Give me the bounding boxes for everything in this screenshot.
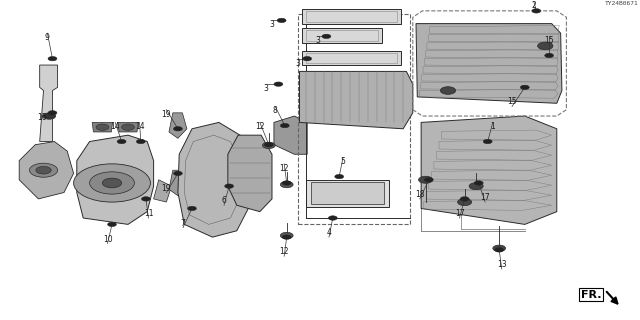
Text: 18: 18 (415, 190, 424, 199)
Text: 1: 1 (490, 123, 495, 132)
Bar (302, 28, 382, 43)
Circle shape (282, 181, 291, 185)
Circle shape (225, 184, 234, 188)
Bar (306, 180, 389, 207)
Circle shape (280, 181, 293, 188)
Text: 3: 3 (269, 20, 275, 29)
Text: 8: 8 (273, 107, 278, 116)
Circle shape (262, 142, 275, 148)
Circle shape (280, 232, 293, 239)
Circle shape (48, 56, 57, 61)
Bar (302, 51, 401, 65)
Circle shape (322, 34, 331, 39)
Bar (306, 30, 378, 41)
Circle shape (36, 166, 51, 174)
Circle shape (303, 56, 312, 61)
Circle shape (335, 174, 344, 179)
Circle shape (520, 85, 529, 90)
Text: 4: 4 (326, 228, 332, 237)
Text: 15: 15 (507, 98, 517, 107)
Circle shape (173, 171, 182, 176)
Text: 2: 2 (531, 1, 536, 10)
Circle shape (173, 126, 182, 131)
Polygon shape (40, 65, 58, 141)
Text: 3: 3 (264, 84, 269, 93)
Polygon shape (274, 116, 307, 154)
Circle shape (90, 172, 134, 194)
Circle shape (280, 124, 289, 128)
Circle shape (460, 197, 469, 201)
Circle shape (545, 53, 554, 58)
Polygon shape (416, 24, 562, 103)
Text: 10: 10 (102, 235, 113, 244)
Circle shape (532, 9, 541, 13)
Circle shape (419, 176, 433, 183)
Text: 11: 11 (144, 209, 153, 218)
Text: 14: 14 (134, 123, 145, 132)
Circle shape (282, 235, 291, 239)
Circle shape (96, 124, 109, 130)
Circle shape (274, 82, 283, 86)
Polygon shape (421, 116, 557, 224)
Text: 17: 17 (480, 193, 490, 202)
Polygon shape (118, 123, 138, 132)
Circle shape (102, 178, 122, 188)
Circle shape (117, 139, 126, 144)
Circle shape (424, 178, 433, 182)
Circle shape (328, 216, 337, 220)
Bar (306, 52, 397, 63)
Circle shape (469, 183, 483, 190)
Circle shape (29, 163, 58, 177)
Circle shape (493, 245, 506, 252)
Circle shape (43, 113, 56, 119)
Polygon shape (19, 141, 74, 199)
Text: 7: 7 (180, 219, 186, 228)
Bar (302, 9, 401, 24)
Circle shape (188, 206, 196, 211)
Text: 3: 3 (315, 36, 320, 45)
Text: 17: 17 (454, 209, 465, 218)
Text: 3: 3 (295, 59, 300, 68)
Bar (311, 182, 384, 204)
Circle shape (74, 164, 150, 202)
Circle shape (136, 139, 145, 144)
Circle shape (122, 124, 134, 130)
Circle shape (474, 181, 483, 185)
Text: 13: 13 (497, 260, 507, 269)
Text: 14: 14 (110, 123, 120, 132)
Circle shape (458, 199, 472, 205)
Text: 12: 12 (280, 247, 289, 256)
Text: FR.: FR. (581, 290, 602, 300)
Polygon shape (169, 113, 187, 138)
Circle shape (538, 42, 553, 50)
Text: 16: 16 (36, 113, 47, 122)
Circle shape (495, 248, 504, 252)
Polygon shape (77, 135, 154, 224)
Polygon shape (228, 135, 272, 212)
Circle shape (48, 111, 57, 115)
Circle shape (277, 18, 286, 23)
Text: 12: 12 (280, 164, 289, 173)
Circle shape (264, 142, 273, 147)
Polygon shape (154, 180, 172, 202)
Polygon shape (92, 123, 113, 132)
Text: 12: 12 (255, 123, 264, 132)
Text: 9: 9 (45, 33, 50, 42)
Circle shape (141, 197, 150, 201)
Polygon shape (178, 123, 250, 237)
Text: 5: 5 (340, 157, 346, 166)
Polygon shape (169, 170, 187, 196)
Text: 6: 6 (221, 196, 227, 205)
Circle shape (108, 222, 116, 227)
Circle shape (440, 87, 456, 94)
Text: 19: 19 (161, 110, 172, 119)
Text: 19: 19 (161, 184, 172, 193)
Circle shape (483, 139, 492, 144)
Polygon shape (300, 71, 413, 129)
Text: TY24B0671: TY24B0671 (605, 1, 639, 6)
Bar (306, 11, 397, 22)
Text: 15: 15 (544, 36, 554, 45)
